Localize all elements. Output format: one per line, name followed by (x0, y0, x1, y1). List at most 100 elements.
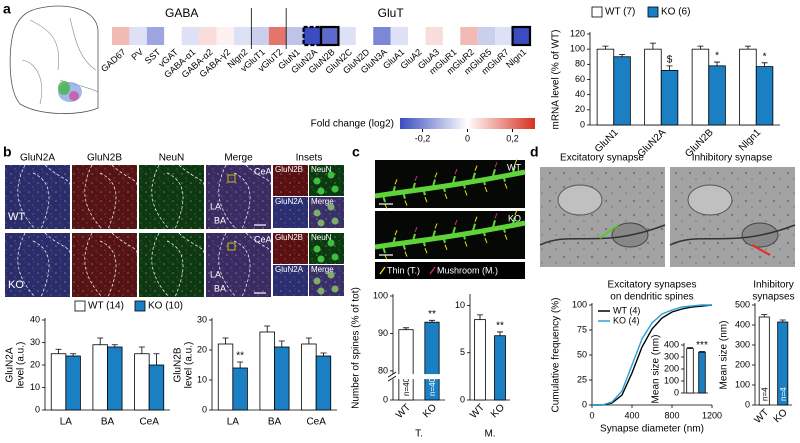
y-tick-label: 20 (575, 104, 585, 114)
bar (107, 346, 123, 411)
error-bar (687, 347, 693, 349)
error-bar (97, 337, 104, 345)
bar (613, 56, 631, 126)
spine (472, 223, 476, 231)
legend-swatch (647, 6, 659, 18)
colorbar-tick-label: 0 (465, 133, 470, 143)
error-bar (497, 331, 503, 336)
region-label: LA (210, 201, 221, 211)
axis-break-mark (387, 371, 397, 382)
y-tick-label: 100 (373, 290, 388, 300)
inset-label: GluN2B (275, 233, 303, 242)
significance-mark: ** (496, 321, 504, 332)
heatmap-cell (129, 27, 147, 45)
cell-body (313, 245, 321, 253)
gene-label: GAD67 (99, 47, 128, 74)
cell-body (327, 203, 335, 211)
region-outline (218, 232, 272, 298)
y-tick-label: 0 (202, 404, 207, 414)
spine (492, 220, 496, 228)
chart-title: Excitatory synapses (608, 280, 697, 291)
x-tick-label: 800 (664, 410, 679, 420)
spine (382, 245, 386, 254)
arrow-marker (444, 244, 448, 250)
region-outline (151, 164, 205, 230)
legend-strip (375, 262, 525, 279)
x-tick-label: 400 (624, 410, 639, 420)
y-tick-label: 100 (572, 299, 587, 309)
heatmap-cell (477, 27, 496, 45)
error-bar (222, 337, 229, 344)
heatmap-cell (233, 27, 252, 45)
arrow-marker (404, 200, 408, 206)
highlight-box (511, 25, 532, 47)
y-axis-label: mRNA level (% of WT) (551, 29, 562, 129)
row-label: KO (508, 213, 521, 223)
heatmap-cell (512, 27, 530, 45)
error-bar (138, 346, 145, 354)
spine (402, 242, 406, 250)
y-tick-label: 60 (575, 74, 585, 84)
group-label: GluT (378, 6, 405, 20)
error-bar (55, 348, 62, 354)
spine (482, 228, 486, 237)
em-image (540, 167, 665, 267)
error-bar (429, 319, 435, 323)
roi-box (227, 174, 236, 183)
region-outline (151, 232, 205, 298)
cell-body (327, 171, 335, 179)
bar (65, 355, 81, 411)
significance-mark: * (715, 51, 719, 62)
arrow-marker (414, 175, 418, 182)
row-label: WT (8, 211, 25, 223)
spine (502, 225, 506, 233)
image-title: Excitatory synapse (560, 153, 644, 164)
colorbar-tick-label: 0,2 (506, 133, 519, 143)
vesicle-cluster (687, 184, 733, 216)
panel-label: b (3, 144, 12, 160)
spine (472, 172, 476, 180)
inset-texture (273, 233, 308, 264)
x-tick-label: CeA (139, 417, 159, 428)
y-tick-label: 300 (735, 339, 750, 349)
error-bar (278, 340, 285, 347)
spine (452, 175, 456, 184)
spine (482, 177, 486, 186)
colorbar-tick-label: -0,2 (415, 133, 431, 143)
region-outline (17, 232, 71, 298)
inset-texture (273, 165, 308, 196)
vesicle-cluster (557, 184, 603, 216)
bar (596, 48, 615, 126)
spine (422, 187, 426, 196)
error-bar (264, 325, 271, 332)
y-tick-label: 0 (460, 394, 465, 404)
arrow (599, 224, 619, 239)
cell-body (313, 209, 321, 217)
bar (755, 66, 774, 126)
error-bar (153, 353, 160, 365)
arrow-marker (384, 254, 388, 261)
y-tick-label: 30 (197, 314, 207, 324)
inset-label: NeuN (311, 233, 332, 242)
y-tick-label: 5 (460, 347, 465, 357)
x-axis-label: Synapse diameter (nm) (600, 424, 704, 435)
inset-texture (273, 197, 308, 228)
significance-mark: *** (696, 340, 708, 351)
group-label: GABA (165, 6, 198, 20)
chart-title: on dendritic spines (610, 292, 693, 303)
arrow-marker (484, 237, 488, 244)
spine (432, 230, 436, 238)
region-label: BA (214, 283, 226, 293)
error-bar (761, 314, 768, 317)
inset-texture (273, 265, 308, 296)
region-outline (218, 164, 272, 230)
roi-box (227, 242, 236, 251)
error-bar (403, 327, 409, 330)
y-tick-label: 100 (570, 44, 585, 54)
x-axis-label: T. (415, 429, 423, 440)
spine (462, 232, 466, 240)
column-title: GluN2A (20, 153, 55, 164)
x-tick-label: LA (60, 417, 73, 428)
heatmap-cell (373, 27, 391, 45)
region-label: LA (210, 269, 221, 279)
